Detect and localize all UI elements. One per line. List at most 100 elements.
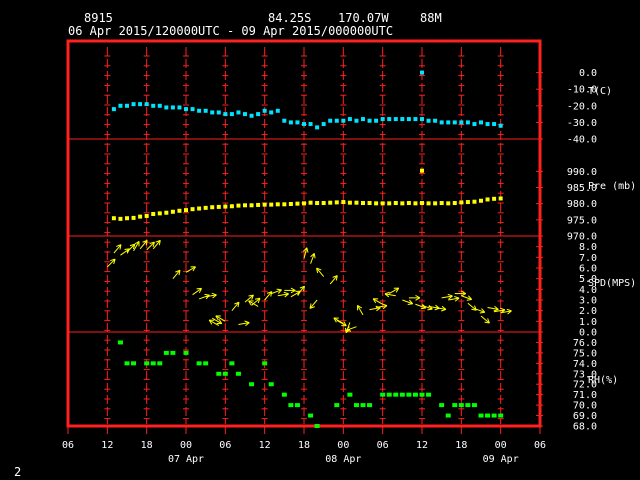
wind-barb-shaft xyxy=(205,294,217,298)
wind-barb-head xyxy=(487,318,490,324)
temperature-tick-label: -20.0 xyxy=(567,101,597,112)
temperature-point xyxy=(236,110,241,115)
pressure-point xyxy=(380,201,385,206)
wind-tick-label: 6.0 xyxy=(579,264,597,275)
temperature-point xyxy=(190,107,195,112)
humidity-tick-label: 75.0 xyxy=(573,348,597,359)
temperature-point xyxy=(485,122,490,127)
wind-barb-head xyxy=(218,319,223,324)
pressure-point xyxy=(426,201,431,206)
temperature-point xyxy=(498,123,503,128)
wind-barb xyxy=(310,253,316,264)
x-tick-label: 00 xyxy=(495,440,507,451)
wind-barb-shaft xyxy=(152,240,161,250)
pressure-point xyxy=(210,205,215,210)
wind-barb-head xyxy=(283,291,289,295)
wind-barb-shaft xyxy=(480,315,490,324)
wind-barb-head xyxy=(441,305,447,310)
humidity-point xyxy=(360,403,366,408)
humidity-tick-label: 70.0 xyxy=(573,401,597,412)
humidity-point xyxy=(367,403,373,408)
wind-barb-shaft xyxy=(474,308,485,313)
wind-barb-head xyxy=(284,293,289,298)
x-tick-label: 06 xyxy=(219,440,231,451)
x-tick-label: 12 xyxy=(416,440,428,451)
temperature-point xyxy=(321,122,326,127)
pressure-tick-label: 975.0 xyxy=(567,215,597,226)
page-number: 2 xyxy=(14,465,22,479)
humidity-tick-label: 69.0 xyxy=(573,411,597,422)
wind-barb-head xyxy=(467,295,473,300)
humidity-point xyxy=(288,403,294,408)
wind-barb-head xyxy=(415,295,421,299)
wind-barb xyxy=(388,287,400,295)
pressure-point xyxy=(190,207,195,212)
humidity-point xyxy=(478,413,484,418)
temperature-point xyxy=(452,120,457,125)
temperature-point xyxy=(216,110,221,115)
wind-barb-head xyxy=(290,289,296,294)
temperature-point xyxy=(328,118,333,123)
temperature-point xyxy=(492,122,497,127)
wind-barb-head xyxy=(447,293,453,297)
pressure-point xyxy=(184,208,188,213)
wind-barb xyxy=(106,258,116,268)
humidity-point xyxy=(353,403,359,408)
wind-barb-shaft xyxy=(238,322,250,326)
wind-barb-head xyxy=(208,319,213,325)
wind-barb-head xyxy=(407,303,413,306)
humidity-point xyxy=(419,392,425,397)
temperature-point xyxy=(413,117,418,122)
humidity-point xyxy=(144,361,150,366)
wind-barb-head xyxy=(270,291,273,297)
temperature-point xyxy=(400,117,405,122)
temperature-point xyxy=(282,118,287,123)
humidity-point xyxy=(380,392,386,397)
temperature-point xyxy=(151,103,156,108)
x-tick-label: 06 xyxy=(377,440,389,451)
wind-barb-head xyxy=(415,297,421,301)
temperature-point xyxy=(269,110,274,115)
x-tick-label: 06 xyxy=(534,440,546,451)
humidity-point xyxy=(498,413,504,418)
wind-barb-head xyxy=(344,327,347,333)
wind-barb-shaft xyxy=(139,240,148,250)
pressure-point xyxy=(465,200,470,205)
x-tick-label: 18 xyxy=(298,440,310,451)
temperature-tick-label: -40.0 xyxy=(567,135,597,146)
temperature-point xyxy=(380,117,385,122)
pressure-point xyxy=(452,201,457,206)
pressure-point xyxy=(295,201,300,206)
wind-barb-shaft xyxy=(376,305,388,308)
pressure-point xyxy=(315,201,320,206)
wind-barb-head xyxy=(454,296,460,299)
wind-barb-shaft xyxy=(133,241,140,252)
pressure-point xyxy=(288,201,293,206)
pressure-point xyxy=(249,203,254,208)
wind-barb-head xyxy=(454,297,460,302)
station-id: 8915 xyxy=(84,11,113,25)
wind-barb-shaft xyxy=(494,309,506,313)
humidity-point xyxy=(170,350,176,355)
wind-barb-shaft xyxy=(264,291,273,301)
humidity-point xyxy=(222,371,228,376)
wind-barb xyxy=(474,308,486,314)
wind-axis-label: SPD(MPS) xyxy=(588,278,636,289)
humidity-point xyxy=(465,403,471,408)
wind-barb-head xyxy=(484,321,490,324)
temperature-point xyxy=(426,118,431,123)
wind-barb-head xyxy=(343,321,347,327)
humidity-point xyxy=(439,403,445,408)
wind-barb-head xyxy=(248,300,252,306)
wind-barb-head xyxy=(204,293,210,296)
humidity-point xyxy=(229,361,235,366)
humidity-point xyxy=(281,392,287,397)
humidity-point xyxy=(471,403,477,408)
wind-barb xyxy=(208,319,220,327)
pressure-point xyxy=(216,204,221,209)
wind-tick-label: 0.0 xyxy=(579,328,597,339)
x-tick-label: 18 xyxy=(455,440,467,451)
pressure-point xyxy=(341,200,346,205)
wind-barb-head xyxy=(277,289,282,294)
x-tick-label: 18 xyxy=(141,440,153,451)
